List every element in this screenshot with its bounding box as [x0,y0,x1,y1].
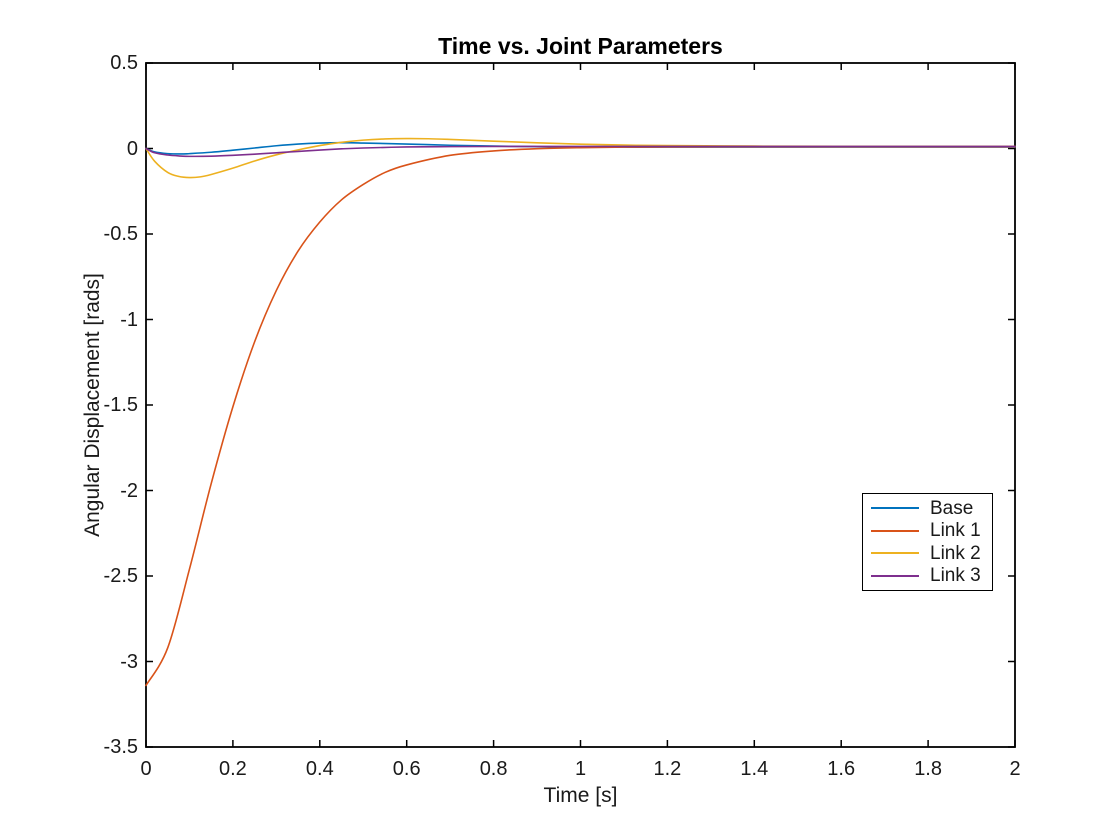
legend[interactable]: Base Link 1 Link 2 Link 3 [862,493,993,591]
series-line-link-2 [145,137,1016,179]
legend-line-swatch [871,552,919,555]
series-line-link-3 [145,145,1016,158]
y-tick-label: -3 [120,650,138,673]
y-tick-label: -2 [120,479,138,502]
y-tick-label: -0.5 [103,223,138,245]
legend-line-swatch [871,507,919,510]
chart-title: Time vs. Joint Parameters [438,33,723,59]
x-tick-label: 0.8 [479,758,508,780]
legend-entry-base: Base [863,499,992,518]
y-tick-label: 0 [126,137,138,160]
y-tick-label: -1 [120,308,138,331]
legend-line-swatch [871,574,919,577]
x-tick-label: 1.6 [827,758,856,780]
legend-line-swatch [871,529,919,532]
legend-entry-link-1: Link 1 [863,521,992,540]
y-tick-label: -1.5 [103,394,138,416]
x-tick-label: 0.4 [305,758,334,780]
x-tick-label: 1 [574,758,587,780]
axes-box [145,62,1016,748]
legend-label: Link 2 [930,542,981,564]
y-tick-label: -2.5 [103,565,138,587]
legend-label: Base [930,497,974,519]
x-tick-label: 0.6 [392,758,421,780]
legend-label: Link 3 [930,565,981,587]
x-tick-label: 1.8 [914,758,942,780]
x-tick-label: 1.4 [740,758,769,780]
series-line-link-1 [145,145,1016,687]
y-tick-label: -3.5 [103,736,138,758]
y-tick-label: 0.5 [110,52,138,74]
x-axis-label: Time [s] [543,784,618,807]
legend-entry-link-3: Link 3 [863,566,992,585]
x-tick-label: 0 [140,758,152,780]
legend-entry-link-2: Link 2 [863,544,992,563]
x-tick-label: 2 [1009,758,1021,780]
x-tick-label: 0.2 [218,758,247,780]
legend-label: Link 1 [930,520,981,542]
tick-marks [145,62,1016,748]
x-tick-label: 1.2 [653,758,682,780]
